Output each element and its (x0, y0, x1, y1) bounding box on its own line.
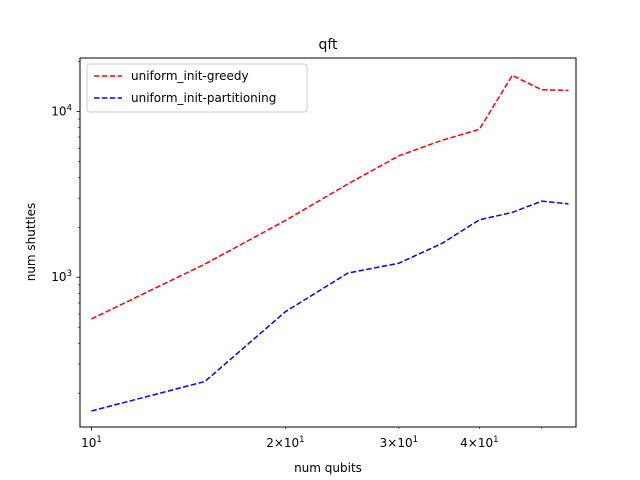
y-axis: 103 104 (51, 61, 80, 394)
chart-title: qft (318, 37, 338, 53)
x-tick-label-20: 2×101 (266, 435, 304, 450)
legend-label-greedy: uniform_init-greedy (131, 69, 249, 83)
series-line-uniform_init-partitioning (91, 200, 569, 412)
series-layer (91, 74, 569, 412)
legend-box (86, 63, 308, 113)
x-tick-label-10: 101 (81, 435, 102, 450)
plot-frame (79, 57, 577, 428)
x-tick-label-30: 3×101 (380, 435, 418, 450)
y-tick-label-10000: 104 (51, 103, 72, 118)
x-tick-label-40: 4×101 (460, 435, 498, 450)
legend: uniform_init-greedy uniform_init-partiti… (86, 63, 308, 113)
legend-label-partitioning: uniform_init-partitioning (131, 91, 276, 105)
y-axis-label: num shuttles (24, 203, 38, 282)
x-axis-label: num qubits (294, 461, 362, 475)
y-tick-label-1000: 103 (51, 269, 72, 284)
x-axis: 101 2×101 3×101 4×101 (81, 427, 543, 450)
